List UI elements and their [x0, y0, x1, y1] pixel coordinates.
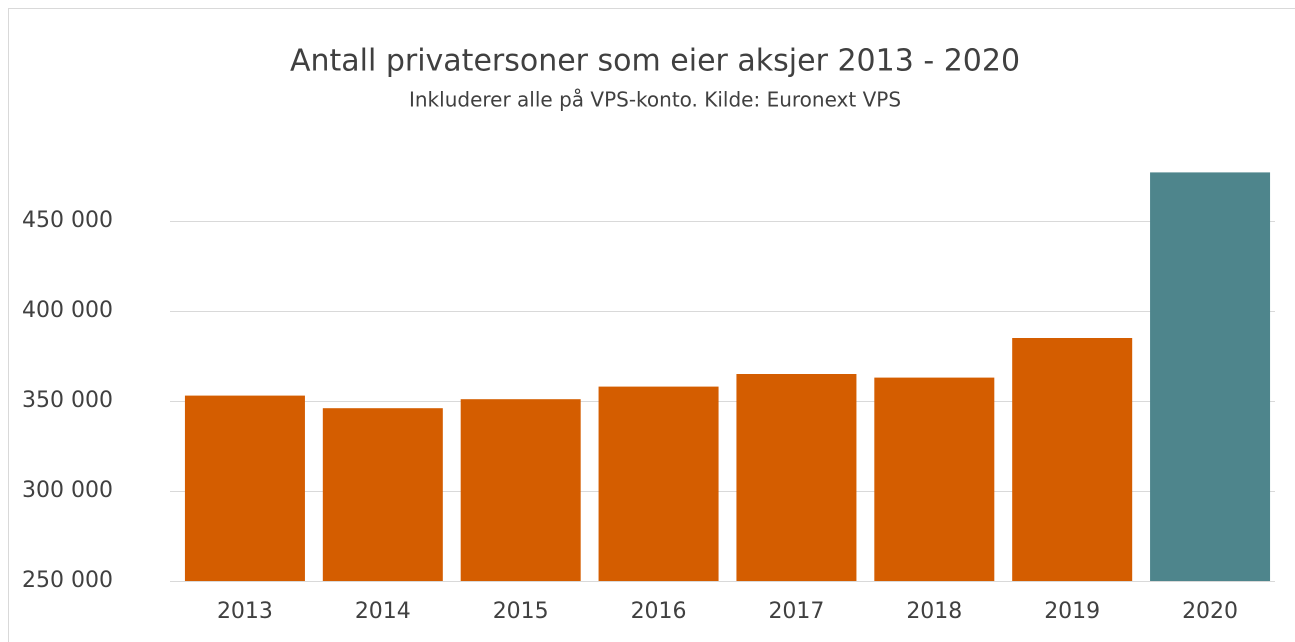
bar — [184, 395, 305, 581]
y-tick-label: 300 000 — [22, 478, 113, 503]
y-tick-label: 350 000 — [22, 388, 113, 413]
y-tick-label: 400 000 — [22, 298, 113, 323]
x-tick-label: 2020 — [1182, 599, 1238, 624]
x-tick-label: 2016 — [631, 599, 687, 624]
x-tick-label: 2014 — [355, 599, 411, 624]
x-tick-label: 2018 — [906, 599, 962, 624]
y-tick-label: 250 000 — [22, 568, 113, 593]
y-tick-label: 450 000 — [22, 208, 113, 233]
chart-title: Antall privatersoner som eier aksjer 201… — [290, 44, 1020, 79]
x-tick-label: 2017 — [768, 599, 824, 624]
bar — [1012, 338, 1133, 581]
bar — [874, 377, 995, 581]
bar — [460, 399, 581, 581]
x-tick-label: 2019 — [1044, 599, 1100, 624]
bar — [736, 374, 857, 581]
bar — [1150, 172, 1271, 581]
bar — [598, 386, 719, 581]
bar — [322, 408, 443, 581]
chart-subtitle: Inkluderer alle på VPS-konto. Kilde: Eur… — [409, 88, 901, 112]
x-tick-label: 2013 — [217, 599, 273, 624]
chart-frame — [8, 8, 1295, 642]
x-tick-label: 2015 — [493, 599, 549, 624]
